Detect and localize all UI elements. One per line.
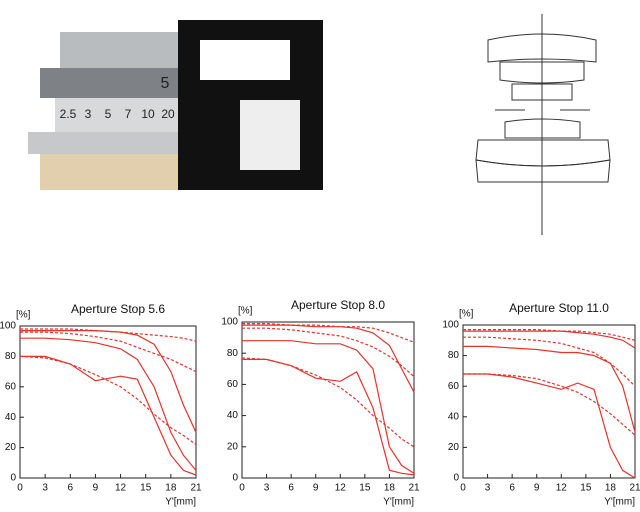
mtf-line — [242, 324, 415, 393]
y-tick-label: 20 — [5, 442, 17, 453]
x-tick-label: 0 — [239, 483, 245, 494]
lens-photo: 5 — [28, 20, 323, 190]
distance-scale-label: 7 — [125, 107, 132, 121]
distance-scale-label: 2.5 — [60, 107, 77, 121]
distance-scale-label: 20 — [161, 107, 175, 121]
y-tick-label: 60 — [448, 381, 460, 392]
mtf-line — [463, 373, 636, 479]
lens-section-detail — [240, 100, 300, 170]
x-axis-label: Y'[mm] — [383, 497, 414, 508]
aperture-mark: 5 — [161, 75, 170, 92]
y-tick-label: 60 — [227, 379, 239, 390]
x-tick-label: 18 — [605, 483, 617, 494]
y-axis-label: [%] — [238, 306, 253, 317]
distance-scale-label: 5 — [105, 107, 112, 121]
x-tick-label: 0 — [460, 483, 466, 494]
distance-scale-label: 3 — [85, 107, 92, 121]
lens-mount — [28, 132, 178, 154]
y-tick-label: 100 — [442, 320, 459, 331]
chart-title: Aperture Stop 5.6 — [71, 302, 165, 316]
y-tick-label: 60 — [5, 381, 17, 392]
mtf-line — [463, 330, 636, 349]
mtf-line — [242, 327, 415, 378]
y-tick-label: 80 — [448, 350, 460, 361]
distance-scale-label: 10 — [141, 107, 155, 121]
x-tick-label: 15 — [359, 483, 371, 494]
mtf-line — [20, 330, 197, 433]
x-tick-label: 21 — [190, 483, 202, 494]
y-tick-label: 20 — [227, 441, 239, 452]
chart-title: Aperture Stop 8.0 — [291, 298, 385, 312]
lens-element — [475, 139, 611, 167]
y-tick-label: 100 — [221, 317, 238, 328]
x-tick-label: 21 — [408, 483, 420, 494]
lens-diagram — [475, 14, 611, 235]
x-tick-label: 6 — [509, 483, 515, 494]
y-tick-label: 80 — [227, 348, 239, 359]
plot-frame — [19, 325, 197, 479]
x-tick-label: 15 — [580, 483, 592, 494]
lens-knurl — [60, 32, 178, 68]
mtf-line — [20, 337, 197, 471]
x-tick-label: 0 — [17, 483, 23, 494]
x-tick-label: 12 — [556, 483, 568, 494]
plot-frame — [241, 321, 415, 479]
x-tick-label: 6 — [68, 483, 74, 494]
lens-ring — [40, 68, 178, 98]
x-tick-label: 15 — [140, 483, 152, 494]
x-tick-label: 9 — [313, 483, 319, 494]
x-tick-label: 12 — [335, 483, 347, 494]
mtf-line — [20, 331, 197, 373]
lens-section-detail — [200, 40, 290, 80]
mtf-line — [20, 355, 197, 476]
x-axis-label: Y'[mm] — [604, 497, 635, 508]
x-tick-label: 3 — [264, 483, 270, 494]
mtf-line — [463, 336, 636, 387]
y-tick-label: 0 — [232, 473, 238, 484]
lens-element — [499, 61, 585, 84]
x-tick-label: 18 — [165, 483, 177, 494]
y-axis-label: [%] — [16, 310, 31, 321]
chart-title: Aperture Stop 11.0 — [509, 301, 609, 315]
x-tick-label: 9 — [534, 483, 540, 494]
lens-element — [511, 83, 573, 101]
x-tick-label: 18 — [384, 483, 396, 494]
mtf-line — [242, 323, 415, 343]
lens-glass — [40, 154, 178, 190]
y-tick-label: 40 — [5, 412, 17, 423]
mtf-line — [19, 355, 197, 446]
x-tick-label: 3 — [485, 483, 491, 494]
lens-element — [504, 118, 581, 139]
mtf-line — [20, 328, 197, 342]
plot-frame — [462, 324, 636, 479]
y-axis-label: [%] — [459, 309, 474, 320]
lens-element — [487, 33, 597, 63]
x-axis-label: Y'[mm] — [165, 497, 196, 508]
mtf-line — [463, 329, 636, 341]
y-tick-label: 40 — [448, 411, 460, 422]
x-tick-label: 12 — [115, 483, 127, 494]
y-tick-label: 80 — [5, 351, 17, 362]
mtf-line — [242, 358, 415, 476]
mtf-line — [463, 373, 636, 436]
x-tick-label: 9 — [93, 483, 99, 494]
lens-element — [475, 159, 611, 183]
x-tick-label: 3 — [42, 483, 48, 494]
x-tick-label: 6 — [288, 483, 294, 494]
y-tick-label: 0 — [453, 473, 459, 484]
mtf-line — [242, 340, 415, 474]
mtf-line — [241, 357, 415, 448]
y-tick-label: 100 — [0, 321, 16, 332]
y-tick-label: 0 — [10, 473, 16, 484]
x-tick-label: 21 — [629, 483, 640, 494]
y-tick-label: 40 — [227, 410, 239, 421]
y-tick-label: 20 — [448, 442, 460, 453]
mtf-line — [463, 345, 636, 433]
lens-scale-ring — [55, 98, 178, 132]
